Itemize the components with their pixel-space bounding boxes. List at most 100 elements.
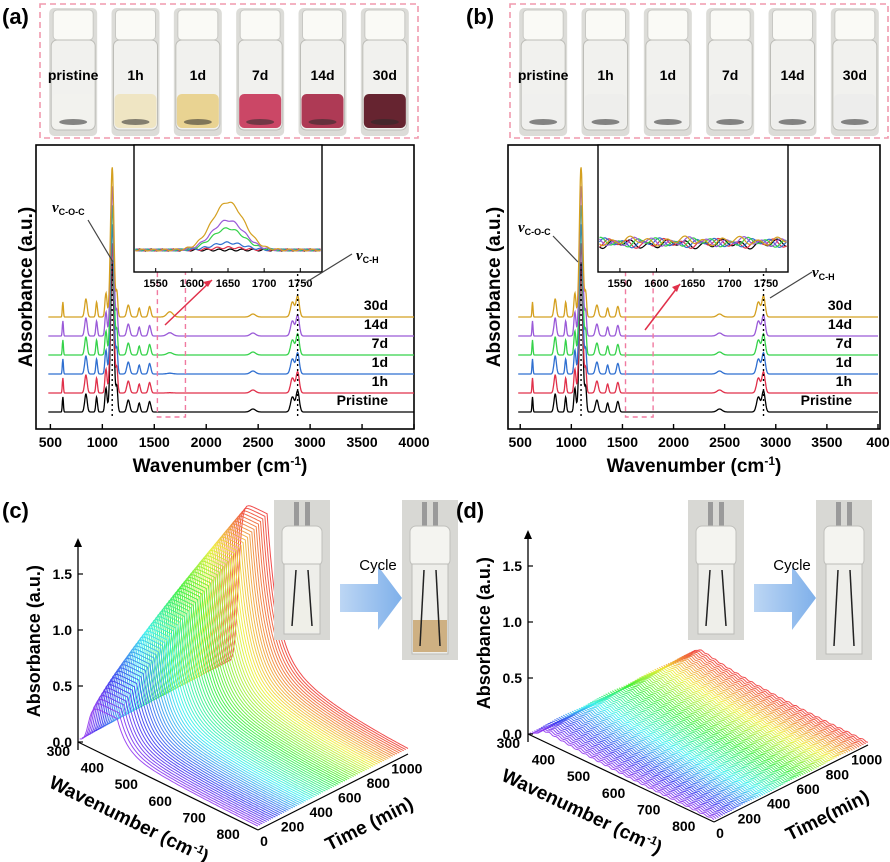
zoom-arrowhead — [672, 284, 680, 292]
vial-liquid — [239, 94, 282, 128]
inset-spectrum-14d — [599, 235, 787, 248]
x-tick-label: 2500 — [243, 434, 274, 450]
inset-tick-label: 1750 — [288, 278, 312, 290]
electrode-lead — [708, 502, 713, 528]
vial-liquid — [771, 94, 814, 128]
time-trace — [155, 596, 335, 788]
vial-cap — [772, 9, 813, 41]
vial-label: 1d — [660, 67, 676, 83]
time-trace — [153, 599, 333, 789]
z-tick-label: 0.0 — [503, 726, 523, 742]
time-trace — [170, 576, 350, 780]
time-trace — [581, 702, 766, 795]
stir-bar — [716, 119, 745, 125]
z-tick-label: 1.0 — [53, 622, 73, 638]
wavelength-axis — [527, 733, 715, 823]
stir-bar — [591, 119, 620, 125]
time-trace — [536, 726, 722, 817]
time-tick-label: 400 — [767, 796, 791, 812]
wavelength-tick-label: 300 — [497, 735, 521, 751]
vial-liquid — [176, 94, 219, 128]
time-trace — [142, 613, 322, 794]
vial-label: 30d — [843, 67, 867, 83]
x-tick-label: 1000 — [556, 434, 587, 450]
spectrum-14d — [48, 186, 414, 337]
vial: 30d — [830, 8, 879, 136]
inset-tick-label: 1600 — [644, 278, 668, 290]
stir-bar — [59, 119, 88, 125]
spectrum-1h — [48, 243, 414, 394]
electrode — [833, 569, 839, 647]
electrode-lead — [294, 502, 299, 528]
time-trace — [140, 616, 320, 795]
time-trace — [677, 652, 862, 747]
time-tick-label: 200 — [281, 819, 305, 835]
peak-pointer — [552, 235, 579, 263]
vial-cap — [302, 9, 343, 41]
time-trace — [138, 618, 317, 797]
time-trace — [229, 505, 409, 749]
time-trace — [88, 691, 267, 823]
vial: 1h — [111, 8, 160, 136]
time-trace — [611, 686, 797, 779]
time-trace — [639, 672, 824, 765]
y-axis-label-b: Absorbance (a.u.) — [484, 207, 505, 367]
time-trace — [652, 665, 837, 758]
vial-label: 7d — [722, 67, 738, 83]
time-axis — [257, 753, 409, 831]
stir-bar — [778, 119, 807, 125]
time-trace — [207, 531, 387, 761]
cycle-arrow — [340, 566, 402, 630]
time-trace — [665, 658, 851, 752]
time-trace — [118, 645, 298, 807]
time-trace — [618, 682, 804, 776]
time-trace — [181, 563, 361, 774]
peak-pointer — [304, 253, 353, 284]
peak-label-coc: νC-O-C — [52, 200, 85, 217]
time-trace — [222, 512, 402, 753]
peak-label-ch: νC-H — [356, 248, 379, 265]
time-trace — [578, 703, 764, 796]
vial-liquid — [833, 94, 876, 128]
spectrum-1d — [48, 224, 414, 375]
peak-pointer — [87, 219, 114, 263]
electrode — [849, 569, 855, 647]
x-tick-label: 1500 — [607, 434, 638, 450]
vial-photo-frame-b — [509, 3, 889, 139]
z-tick-label: 0.5 — [503, 670, 523, 686]
spectrum-7d — [48, 205, 414, 356]
inset-spectrum-30d — [599, 235, 787, 247]
vial-liquid — [52, 94, 95, 128]
inset-tick-label: 1700 — [717, 278, 741, 290]
electrode-lead — [433, 502, 438, 528]
zoom-arrowhead — [203, 280, 212, 287]
time-trace — [529, 729, 715, 821]
time-trace — [79, 708, 259, 827]
vial: 1h — [581, 8, 630, 136]
electrode — [307, 569, 313, 627]
series-label: 1d — [372, 354, 388, 370]
vial: 1d — [173, 8, 222, 136]
time-trace — [601, 692, 786, 784]
time-trace — [641, 671, 826, 764]
inset-tick-label: 1700 — [252, 278, 276, 290]
electrode — [435, 569, 441, 647]
time-trace — [90, 687, 270, 821]
vial-label: pristine — [48, 67, 99, 83]
time-trace — [192, 549, 372, 768]
time-trace — [603, 691, 788, 783]
vial: 14d — [768, 8, 817, 136]
zoom-arrow — [644, 283, 681, 331]
time-trace — [127, 633, 307, 802]
cell-cap — [409, 525, 451, 567]
time-trace — [175, 571, 354, 777]
vial-cap — [177, 9, 219, 41]
electrode-lead — [305, 502, 310, 528]
vial-cap — [709, 9, 751, 41]
time-trace — [592, 697, 777, 789]
time-trace — [211, 525, 391, 758]
time-trace — [534, 727, 719, 819]
wavelength-tick-label: 600 — [149, 793, 173, 809]
time-axis-label: Time (min) — [322, 794, 417, 856]
series-label: 1d — [836, 354, 852, 370]
